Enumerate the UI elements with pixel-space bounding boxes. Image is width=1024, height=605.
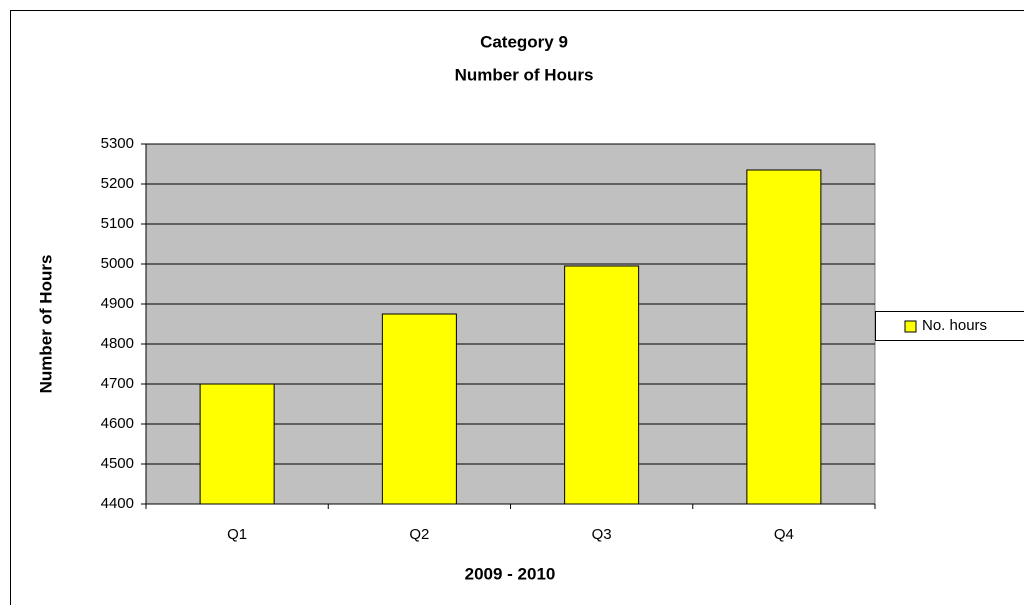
y-tick-label: 4600 xyxy=(101,415,134,432)
legend-box xyxy=(875,311,1024,341)
y-tick-label: 4700 xyxy=(101,375,134,392)
x-tick-label: Q1 xyxy=(227,526,247,543)
y-tick-label: 4400 xyxy=(101,495,134,512)
y-tick-label: 4900 xyxy=(101,295,134,312)
y-tick-label: 5200 xyxy=(101,175,134,192)
y-tick-label: 4500 xyxy=(101,455,134,472)
y-tick-label: 5000 xyxy=(101,255,134,272)
x-tick-label: Q2 xyxy=(409,526,429,543)
y-axis-title: Number of Hours xyxy=(36,255,55,394)
y-tick-label: 5100 xyxy=(101,215,134,232)
bar xyxy=(199,383,275,505)
x-axis-title: 2009 - 2010 xyxy=(465,564,556,583)
y-tick-label: 5300 xyxy=(101,135,134,152)
legend-swatch xyxy=(904,320,917,333)
chart-title: Category 9 xyxy=(480,32,568,51)
chart-subtitle: Number of Hours xyxy=(455,65,594,84)
bar xyxy=(746,169,822,505)
bar xyxy=(564,265,640,505)
legend-label: No. hours xyxy=(922,317,987,334)
y-tick-label: 4800 xyxy=(101,335,134,352)
x-tick-label: Q4 xyxy=(774,526,794,543)
x-tick-label: Q3 xyxy=(592,526,612,543)
bar xyxy=(381,313,457,505)
